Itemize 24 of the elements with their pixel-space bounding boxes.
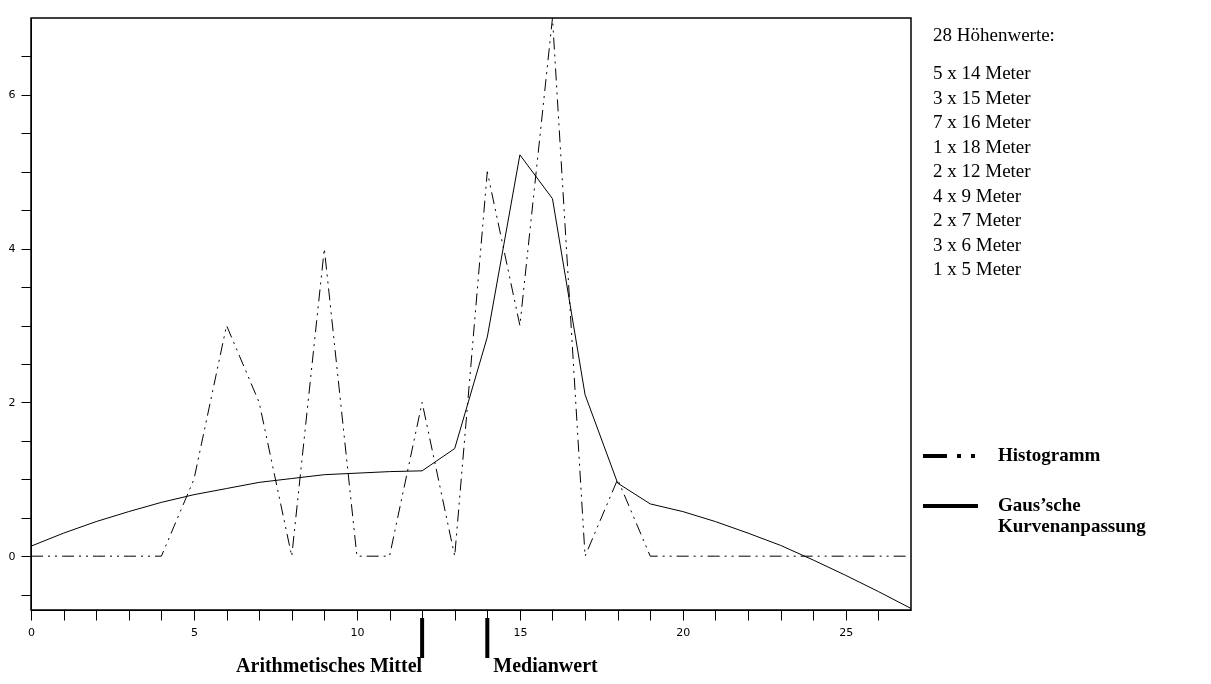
legend-label: Histogramm	[998, 444, 1101, 466]
x-tick-label: 25	[839, 625, 854, 639]
x-tick-label: 20	[676, 625, 691, 639]
ref-line-label: Arithmetisches Mittel	[236, 654, 423, 676]
text: 3 x 15 Meter	[933, 86, 1032, 108]
text: 4 x 9 Meter	[933, 184, 1022, 206]
y-tick-label: 4	[8, 242, 16, 256]
y-tick-label: 2	[8, 395, 16, 409]
text: 3 x 6 Meter	[933, 233, 1022, 255]
ref-line-label: Medianwert	[493, 654, 599, 676]
x-tick-label: 15	[513, 625, 528, 639]
text: 1 x 18 Meter	[933, 135, 1032, 157]
x-tick-label: 10	[350, 625, 365, 639]
text: 2 x 12 Meter	[933, 160, 1032, 181]
text: 28 Höhenwerte:	[933, 24, 1055, 45]
text: 1 x 5 Meter	[933, 258, 1022, 279]
legend-label: Gaus’sche Kurvenanpassung	[998, 494, 1147, 537]
y-tick-label: 0	[8, 549, 16, 563]
text: 2 x 7 Meter	[933, 209, 1022, 230]
text: 5 x 14 Meter	[933, 62, 1032, 83]
y-tick-label: 6	[8, 88, 16, 102]
x-tick-label: 5	[190, 625, 198, 639]
x-tick-label: 0	[28, 625, 35, 639]
text: 7 x 16 Meter	[933, 111, 1032, 132]
